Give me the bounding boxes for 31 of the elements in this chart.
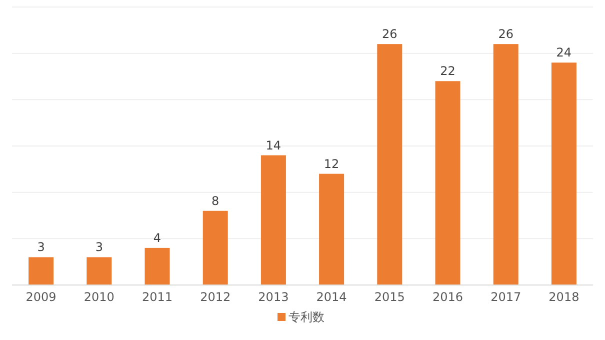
- data-label: 3: [37, 240, 45, 254]
- x-tick-label: 2018: [548, 290, 580, 304]
- bar: [319, 174, 344, 285]
- data-label: 14: [266, 138, 282, 152]
- x-tick-label: 2010: [84, 290, 114, 304]
- x-tick-label: 2015: [374, 290, 405, 304]
- bar: [28, 257, 54, 285]
- bar: [493, 44, 518, 285]
- legend-label: 专利数: [288, 310, 324, 324]
- x-tick-label: 2016: [432, 290, 464, 304]
- x-tick-label: 2013: [258, 290, 289, 304]
- data-label: 24: [556, 46, 572, 60]
- bar: [435, 81, 460, 285]
- data-label: 26: [498, 27, 514, 42]
- bar: [260, 155, 286, 285]
- bar: [202, 210, 228, 285]
- data-label: 3: [95, 240, 103, 254]
- bar: [144, 248, 170, 285]
- data-label: 12: [324, 156, 340, 171]
- x-tick-label: 2012: [200, 290, 231, 304]
- x-tick-label: 2017: [490, 290, 522, 304]
- data-label: 8: [212, 194, 220, 208]
- data-label: 4: [153, 230, 162, 245]
- x-tick-label: 2009: [26, 290, 56, 304]
- bar: [551, 62, 576, 285]
- data-label: 26: [382, 27, 398, 42]
- x-tick-label: 2011: [142, 290, 173, 304]
- bar: [86, 257, 112, 285]
- bar: [377, 44, 402, 285]
- x-tick-label: 2014: [316, 290, 347, 304]
- data-label: 22: [440, 64, 456, 78]
